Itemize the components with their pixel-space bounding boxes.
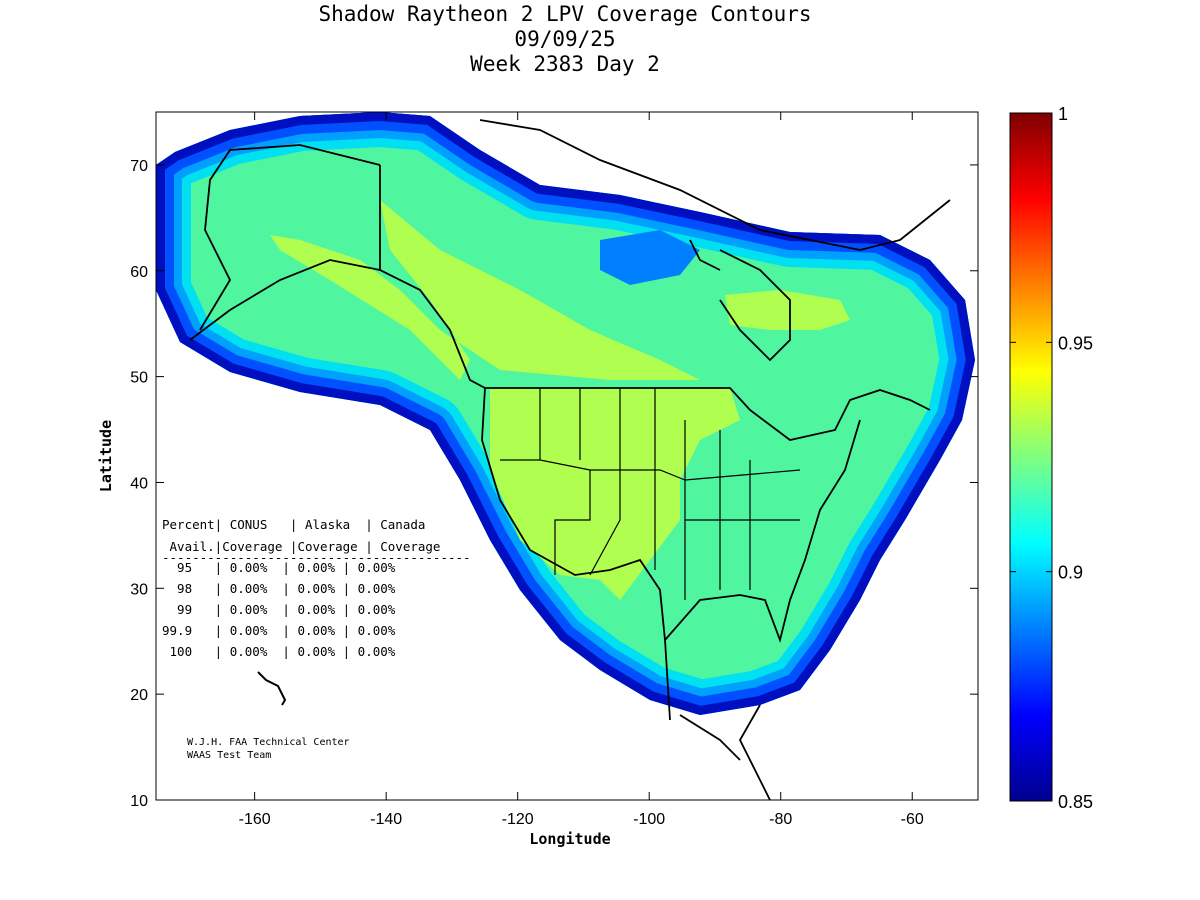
coverage-high-region-conus — [490, 388, 740, 600]
plot-date: 09/09/25 — [514, 27, 616, 51]
plot-title: Shadow Raytheon 2 LPV Coverage Contours — [318, 2, 812, 26]
y-tick-label: 70 — [130, 158, 148, 175]
table-rule: ----------------------------------------… — [162, 550, 471, 565]
colorbar-tick-label: 0.85 — [1058, 792, 1093, 812]
coverage-band — [156, 112, 975, 715]
table-header-1: Percent| CONUS | Alaska | Canada — [162, 517, 426, 532]
plot-week: Week 2383 Day 2 — [470, 52, 660, 76]
credit-line-1: W.J.H. FAA Technical Center — [187, 737, 350, 748]
x-tick-label: -60 — [901, 811, 924, 828]
y-axis-label: Latitude — [97, 420, 115, 492]
coastlines — [189, 119, 951, 800]
colorbar-tick-label: 1 — [1058, 104, 1068, 124]
y-tick-label: 10 — [130, 793, 148, 810]
colorbar-tick-label: 0.95 — [1058, 333, 1093, 353]
colorbar-tick-label: 0.9 — [1058, 563, 1083, 583]
coverage-contours — [156, 112, 975, 800]
x-tick-label: -100 — [633, 811, 665, 828]
coverage-high-region-hudson — [725, 290, 850, 330]
y-tick-label: 40 — [130, 475, 148, 492]
table-row: 95 | 0.00% | 0.00% | 0.00% — [162, 560, 396, 575]
table-row: 98 | 0.00% | 0.00% | 0.00% — [162, 581, 396, 596]
state-borders — [500, 388, 801, 600]
credit-line-2: WAAS Test Team — [187, 750, 272, 761]
x-tick-label: -160 — [239, 811, 271, 828]
table-row: 100 | 0.00% | 0.00% | 0.00% — [162, 644, 396, 659]
x-tick-label: -120 — [502, 811, 534, 828]
colorbar — [1009, 112, 1053, 802]
y-tick-label: 60 — [130, 264, 148, 281]
y-tick-label: 20 — [130, 687, 148, 704]
x-tick-label: -140 — [370, 811, 402, 828]
axis-ticks: -160 -140 -120 -100 -80 -60 10 20 30 40 50 60 70 — [130, 112, 978, 828]
coverage-low-region — [600, 230, 700, 285]
x-axis-label: Longitude — [529, 830, 610, 848]
y-tick-label: 50 — [130, 370, 148, 387]
plot-frame — [155, 111, 979, 801]
hawaii-islands — [257, 671, 287, 706]
y-tick-label: 30 — [130, 581, 148, 598]
coverage-high-region-canada — [270, 200, 700, 380]
table-row: 99 | 0.00% | 0.00% | 0.00% — [162, 602, 396, 617]
colorbar-ticks: 0.85 0.9 0.95 1 — [1010, 104, 1093, 812]
table-header-2: Avail.|Coverage |Coverage | Coverage — [162, 539, 441, 554]
table-row: 99.9 | 0.00% | 0.00% | 0.00% — [162, 623, 396, 638]
x-tick-label: -80 — [769, 811, 792, 828]
